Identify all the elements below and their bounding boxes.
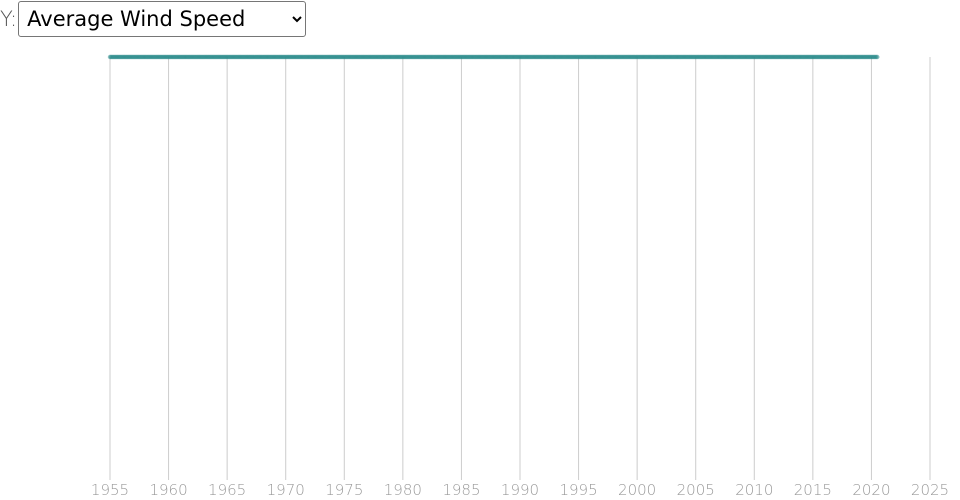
x-tick-label-1955: 1955 (91, 481, 129, 499)
y-axis-control: Y: Average Wind Speed (0, 1, 307, 37)
x-tick-label-2005: 2005 (677, 481, 715, 499)
x-tick-label-2020: 2020 (852, 481, 890, 499)
data-point (875, 54, 880, 60)
x-tick-label-1975: 1975 (325, 481, 363, 499)
x-tick-label-1970: 1970 (267, 481, 305, 499)
x-tick-label-2000: 2000 (618, 481, 656, 499)
x-tick-label-2025: 2025 (911, 481, 949, 499)
x-grid (109, 57, 931, 480)
y-variable-select[interactable]: Average Wind Speed (18, 1, 307, 37)
x-tick-label-1960: 1960 (149, 481, 187, 499)
x-tick-label-1995: 1995 (559, 481, 597, 499)
x-tick-label-1990: 1990 (501, 481, 539, 499)
x-tick-label-1985: 1985 (442, 481, 480, 499)
x-axis-ticks: 1955 1960 1965 1970 1975 1980 1985 1990 1995 2000… (91, 481, 949, 499)
x-tick-label-1980: 1980 (384, 481, 422, 499)
data-series (107, 54, 880, 60)
x-tick-label-1965: 1965 (208, 481, 246, 499)
x-tick-label-2015: 2015 (794, 481, 832, 499)
x-tick-label-2010: 2010 (735, 481, 773, 499)
y-selector-label: Y: (0, 7, 18, 31)
